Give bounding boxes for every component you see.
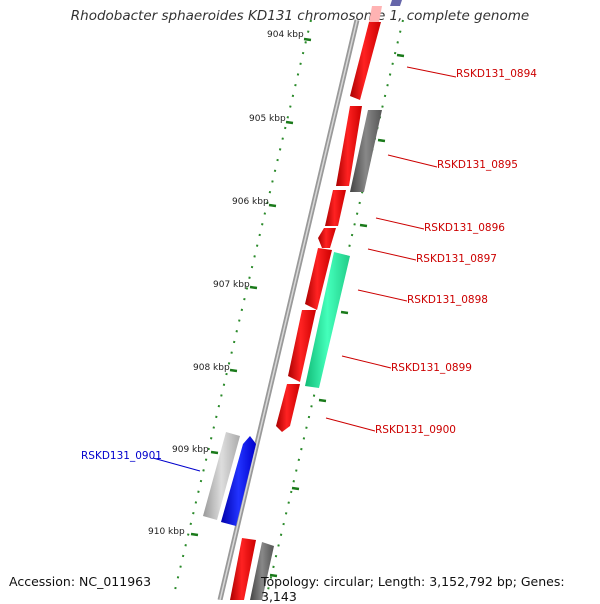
- gene-label-0897[interactable]: RSKD131_0897: [416, 253, 497, 265]
- gene-label-0899[interactable]: RSKD131_0899: [391, 362, 472, 374]
- gene-feature-0900[interactable]: [276, 384, 300, 432]
- gene-feature-0896[interactable]: [325, 190, 346, 226]
- gene-feature-0898[interactable]: [305, 248, 332, 310]
- gene-feature-navy-faded[interactable]: [390, 0, 402, 6]
- gene-label-0900[interactable]: RSKD131_0900: [375, 424, 456, 436]
- tick-marks: [190, 37, 405, 578]
- leader-line-0895: [387, 154, 438, 168]
- tick-mark: [303, 37, 312, 42]
- tick-mark: [249, 285, 258, 290]
- tick-label-910: 910 kbp: [148, 527, 185, 537]
- chromosome-backbone-highlight: [219, 19, 358, 600]
- leader-line-0899: [341, 355, 392, 369]
- tick-label-906: 906 kbp: [232, 197, 269, 207]
- tick-mark: [210, 450, 219, 455]
- gene-feature-0895[interactable]: [336, 106, 362, 186]
- tick-label-909: 909 kbp: [172, 445, 209, 455]
- gene-feature-0894[interactable]: [350, 22, 381, 100]
- tick-mark: [318, 398, 327, 403]
- leader-line-0897: [367, 248, 417, 261]
- gene-features[interactable]: [203, 0, 402, 600]
- gene-label-0896[interactable]: RSKD131_0896: [424, 222, 505, 234]
- gene-feature-0897[interactable]: [318, 228, 336, 248]
- tick-mark: [268, 203, 277, 208]
- gene-feature-gray-0895[interactable]: [350, 110, 382, 192]
- tick-mark: [291, 486, 300, 491]
- tick-mark: [285, 120, 294, 125]
- gene-feature-pink-faded[interactable]: [369, 6, 382, 22]
- gene-label-0898[interactable]: RSKD131_0898: [407, 294, 488, 306]
- gene-feature-green[interactable]: [305, 252, 350, 388]
- label-leader-lines: [152, 66, 457, 472]
- tick-mark: [396, 53, 405, 58]
- leader-line-0900: [325, 417, 376, 432]
- tick-label-908: 908 kbp: [193, 363, 230, 373]
- tick-mark: [340, 310, 349, 315]
- tick-mark: [359, 223, 368, 228]
- gene-label-0901[interactable]: RSKD131_0901: [81, 450, 162, 462]
- tick-mark: [229, 368, 238, 373]
- gene-feature-0899[interactable]: [288, 310, 316, 382]
- map-title: Rhodobacter sphaeroides KD131 chromosome…: [70, 8, 530, 24]
- leader-line-0894: [406, 66, 457, 78]
- tick-mark: [377, 138, 386, 143]
- leader-line-0901: [152, 457, 201, 472]
- accession-text: Accession: NC_011963: [9, 574, 152, 589]
- gene-feature-lightgray-0901[interactable]: [203, 432, 240, 520]
- gene-feature-gray-bottom[interactable]: [250, 542, 274, 600]
- tick-mark: [190, 532, 199, 537]
- tick-label-904: 904 kbp: [267, 30, 304, 40]
- leader-line-0898: [357, 289, 408, 302]
- gene-label-0895[interactable]: RSKD131_0895: [437, 159, 518, 171]
- gene-label-0894[interactable]: RSKD131_0894: [456, 68, 537, 80]
- tick-mark: [269, 573, 278, 578]
- gene-feature-0901[interactable]: [221, 436, 256, 526]
- tick-label-905: 905 kbp: [249, 114, 286, 124]
- leader-line-0896: [375, 217, 425, 230]
- gene-feature-red-bottom[interactable]: [230, 538, 256, 600]
- tick-label-907: 907 kbp: [213, 280, 250, 290]
